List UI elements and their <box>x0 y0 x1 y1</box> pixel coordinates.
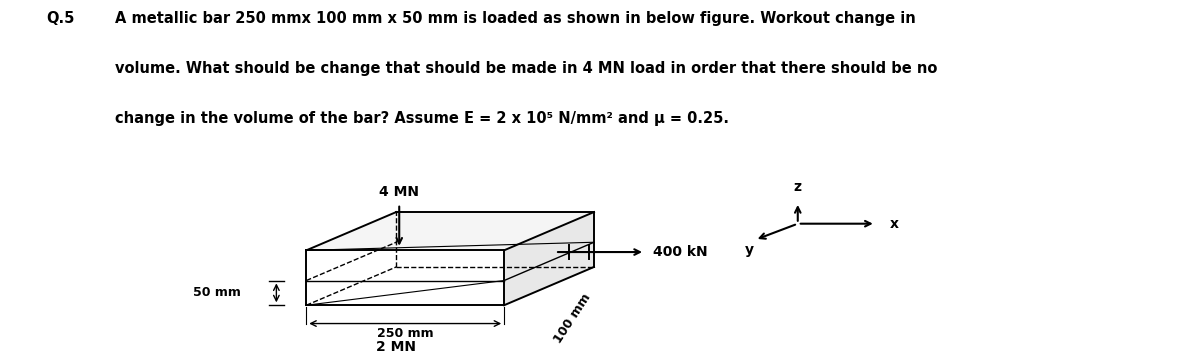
Text: x: x <box>890 217 899 231</box>
Text: A metallic bar 250 mmx 100 mm x 50 mm is loaded as shown in below figure. Workou: A metallic bar 250 mmx 100 mm x 50 mm is… <box>114 11 916 26</box>
Polygon shape <box>306 212 594 250</box>
Text: change in the volume of the bar? Assume E = 2 x 10⁵ N/mm² and μ = 0.25.: change in the volume of the bar? Assume … <box>114 110 728 126</box>
Text: volume. What should be change that should be made in 4 MN load in order that the: volume. What should be change that shoul… <box>114 61 937 76</box>
Text: 2 MN: 2 MN <box>376 340 415 354</box>
Text: 100 mm: 100 mm <box>552 291 594 346</box>
Text: 250 mm: 250 mm <box>377 327 433 340</box>
Text: 4 MN: 4 MN <box>379 185 419 199</box>
Text: z: z <box>793 180 802 194</box>
Polygon shape <box>306 250 504 305</box>
Text: y: y <box>745 243 754 257</box>
Polygon shape <box>306 212 594 250</box>
Text: Q.5: Q.5 <box>47 11 74 26</box>
Polygon shape <box>504 212 594 305</box>
Text: 50 mm: 50 mm <box>192 286 240 299</box>
Text: 400 kN: 400 kN <box>653 245 708 259</box>
